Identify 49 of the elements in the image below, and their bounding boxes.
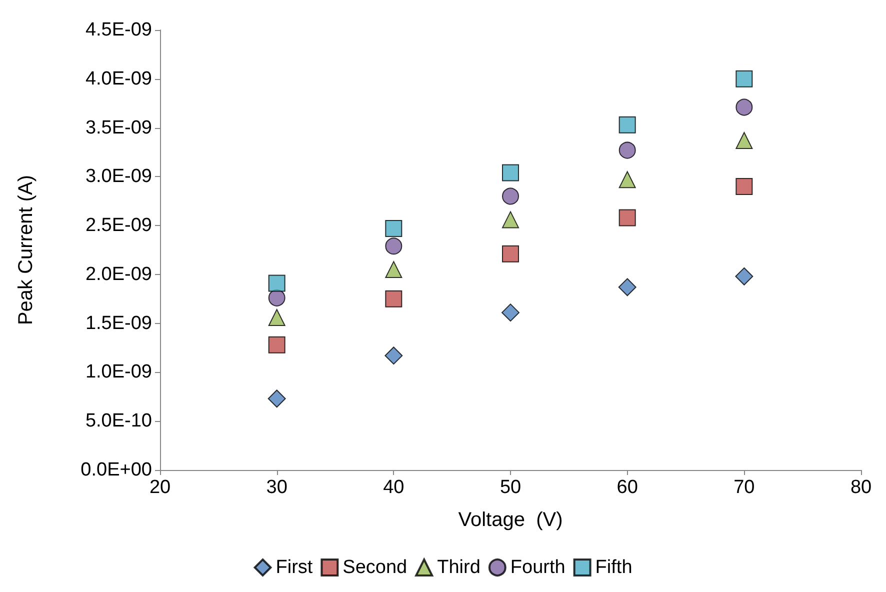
y-tick-label: 2.5E-09 [85,215,152,236]
point [268,274,286,292]
legend-label: Second [342,557,408,578]
point [502,245,519,262]
legend-label: Fifth [595,557,632,578]
x-tick-label: 30 [266,477,288,498]
x-tick-label: 20 [149,477,171,498]
point [385,290,402,308]
x-tick-label: 80 [850,477,872,498]
legend-label: First [276,557,314,578]
y-tick-label: 4.0E-09 [85,68,152,90]
y-axis-title: Peak Current (A) [15,174,37,326]
point [268,289,286,306]
point [618,116,636,134]
point [268,390,286,408]
y-tick-label: 5.0E-10 [85,410,152,432]
y-tick-label: 2.0E-09 [85,264,152,285]
point [502,188,519,205]
y-tick-label: 1.5E-09 [85,312,152,334]
x-tick-label: 40 [383,477,404,498]
point [735,267,754,286]
point [502,211,519,228]
point [502,304,520,322]
point [385,220,402,237]
y-tick-label: 3.0E-09 [85,166,152,188]
x-tick-label: 50 [500,477,522,498]
y-tick-label: 3.5E-09 [85,117,152,138]
point [618,209,636,226]
point [736,70,753,88]
point [618,171,636,188]
point [385,261,402,278]
x-axis-title: Voltage (V) [458,509,563,531]
y-tick-label: 4.5E-09 [85,20,152,40]
legend-label: Fourth [510,557,566,578]
point [384,346,403,365]
point [268,308,286,326]
point [385,238,402,255]
x-tick-label: 60 [616,477,638,498]
legend-label: Third [437,557,480,578]
point [618,142,636,159]
point [618,278,636,296]
x-tick-label: 70 [734,477,755,498]
y-tick-label: 1.0E-09 [85,362,152,383]
point [736,178,753,195]
point [502,164,519,182]
point [736,98,753,116]
point [268,336,286,354]
point [736,132,753,149]
y-tick-label: 0.0E+00 [80,460,152,480]
